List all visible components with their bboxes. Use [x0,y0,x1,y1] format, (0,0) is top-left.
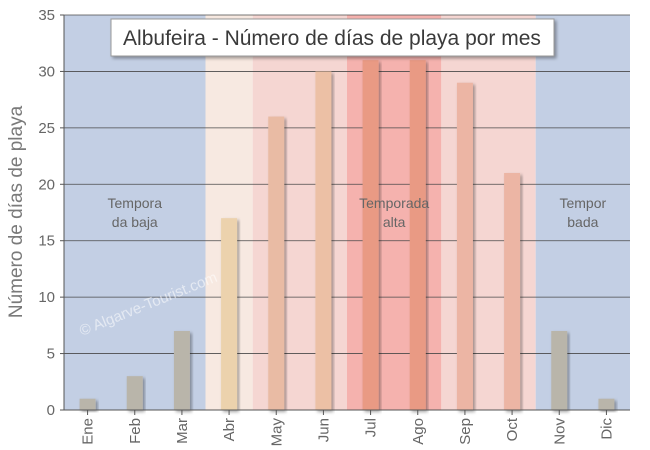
bar-abr [221,218,238,410]
gridlines [64,14,630,354]
axes [63,15,630,411]
season-bands [64,15,630,410]
x-tick-label-jul: Jul [363,418,380,437]
bar-mar [173,331,190,410]
bar-oct [504,173,521,410]
x-tick-label-feb: Feb [127,418,144,444]
x-tick-labels: Ene Feb Mar Abr May Jun Jul Ago Sep Oct Nov Dic [80,410,615,447]
bar-jun [315,71,332,410]
y-tick-label-35: 35 [38,7,55,24]
season-band-4 [441,15,536,410]
bar-dic [598,398,615,410]
x-tick-label-ago: Ago [410,418,427,445]
bar-nov [551,331,568,410]
y-tick-label-5: 5 [47,346,55,363]
season-label-3-line-1: alta [383,214,406,230]
bar-ene [79,398,96,410]
season-labels: Tempora da baja Temporada alta Tempor bada [108,195,607,230]
y-tick-labels: 0 5 10 15 20 25 30 35 [38,7,64,419]
y-tick-label-15: 15 [38,233,55,250]
x-tick-label-mar: Mar [174,418,191,444]
bar-sep [456,82,473,410]
x-tick-label-nov: Nov [551,418,568,445]
chart-title-box: Albufeira - Número de días de playa por … [110,18,555,57]
x-tick-label-jun: Jun [315,418,332,442]
x-tick-label-abr: Abr [221,418,238,441]
x-tick-label-may: May [268,418,285,447]
bar-feb [126,376,143,410]
chart-title: Albufeira - Número de días de playa por … [123,27,541,50]
season-label-5-line-0: Tempor [559,195,606,211]
x-tick-label-ene: Ene [80,418,97,445]
bars [79,60,615,411]
y-tick-label-30: 30 [38,63,55,80]
y-tick-label-20: 20 [38,176,55,193]
bar-may [268,116,285,411]
x-tick-label-oct: Oct [504,417,521,441]
season-label-0-line-1: da baja [112,214,158,230]
x-tick-label-dic: Dic [598,418,615,440]
season-label-0-line-0: Tempora [108,195,163,211]
y-tick-label-25: 25 [38,120,55,137]
season-label-5-line-1: bada [567,214,598,230]
season-label-3-line-0: Temporada [359,195,429,211]
y-axis-label: Número de días de playa [6,105,27,318]
y-tick-label-0: 0 [47,402,55,419]
bar-ago [409,60,426,411]
bar-jul [362,60,379,411]
x-tick-label-sep: Sep [457,418,474,445]
season-band-3 [347,15,442,410]
season-band-5 [535,15,630,410]
season-band-2 [252,15,347,410]
y-tick-label-10: 10 [38,289,55,306]
